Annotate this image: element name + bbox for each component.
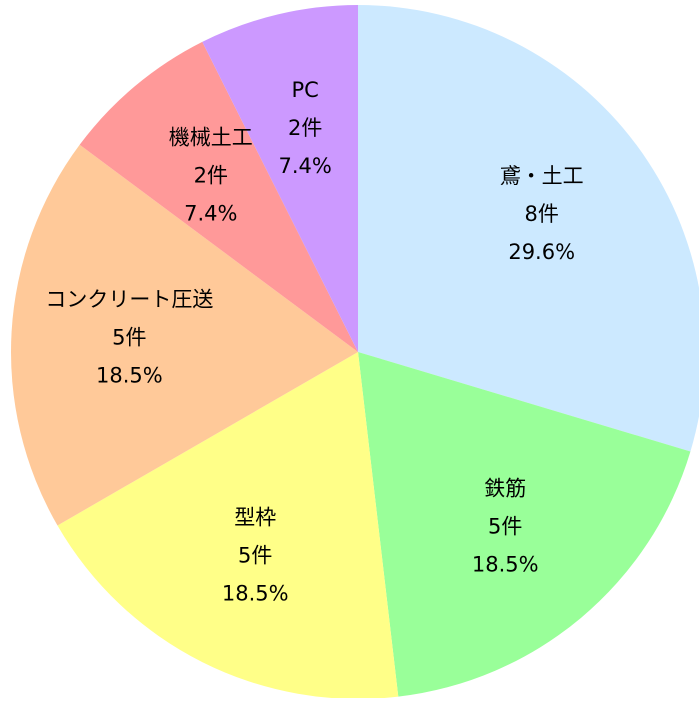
pie-slice <box>202 5 358 352</box>
slice-percent: 7.4% <box>184 202 237 226</box>
slice-percent: 18.5% <box>96 364 163 388</box>
slice-percent: 7.4% <box>279 154 332 178</box>
slice-percent: 18.5% <box>222 582 289 606</box>
pie-slice <box>57 352 399 699</box>
slice-count: 2件 <box>194 164 228 188</box>
slice-label: コンクリート圧送 <box>45 288 213 312</box>
pie-slice <box>79 41 358 352</box>
slice-count: 8件 <box>525 202 559 226</box>
slice-count: 5件 <box>112 326 146 350</box>
pie-slice <box>358 5 699 452</box>
pie-slice <box>10 144 358 526</box>
slice-label: 鉄筋 <box>484 476 526 500</box>
slice-count: 5件 <box>488 514 522 538</box>
slice-count: 2件 <box>288 116 322 140</box>
slice-percent: 18.5% <box>472 552 539 576</box>
slice-label: 型枠 <box>234 506 276 530</box>
pie-slice <box>358 352 691 697</box>
slice-count: 5件 <box>238 544 272 568</box>
slice-label: PC <box>292 78 319 102</box>
slice-label: 機械土工 <box>169 126 253 150</box>
slice-percent: 29.6% <box>508 240 575 264</box>
slice-label: 鳶・土工 <box>500 164 584 188</box>
